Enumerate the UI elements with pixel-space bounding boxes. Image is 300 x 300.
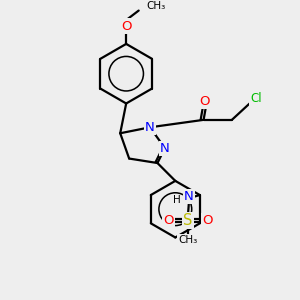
Text: O: O — [121, 20, 131, 32]
Text: CH₃: CH₃ — [178, 235, 197, 245]
Text: Cl: Cl — [250, 92, 262, 105]
Text: O: O — [163, 214, 174, 227]
Text: CH₃: CH₃ — [146, 1, 166, 11]
Text: S: S — [183, 213, 193, 228]
Text: O: O — [200, 94, 210, 108]
Text: N: N — [160, 142, 170, 154]
Text: O: O — [202, 214, 212, 227]
Text: N: N — [145, 121, 155, 134]
Text: H: H — [173, 195, 181, 206]
Text: N: N — [184, 190, 194, 203]
